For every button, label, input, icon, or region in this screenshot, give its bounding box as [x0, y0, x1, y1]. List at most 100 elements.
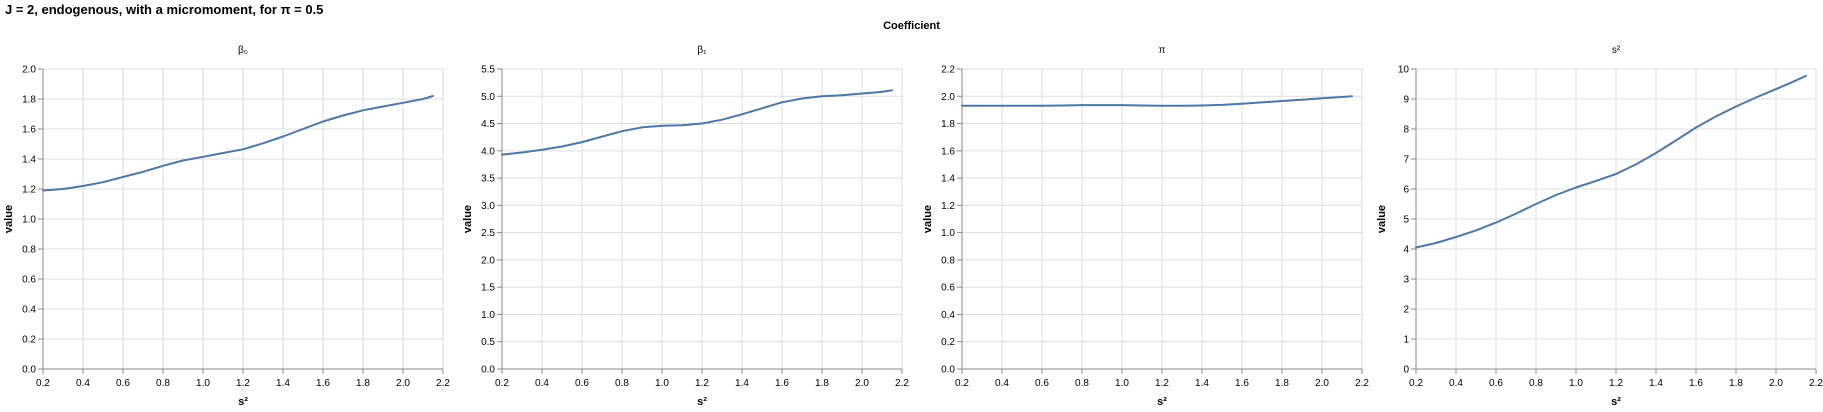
- y-tick-label: 0: [1403, 365, 1409, 376]
- y-tick-label: 3.0: [481, 201, 495, 212]
- y-tick-label: 2.0: [941, 92, 955, 103]
- y-tick-label: 7: [1403, 155, 1409, 166]
- x-tick-label: 1.0: [1115, 378, 1129, 389]
- y-axis-label: value: [922, 205, 934, 233]
- y-tick-label: 5.5: [481, 65, 495, 76]
- x-axis-label: s²: [1611, 396, 1621, 408]
- y-tick-label: 0.0: [941, 365, 955, 376]
- x-tick-label: 0.8: [1529, 378, 1543, 389]
- y-tick-label: 1.6: [941, 146, 955, 157]
- x-axis-label: s²: [697, 396, 707, 408]
- panel-4: 0.2 0.4 0.6 0.8 1.0 1.2 1.4 1.6 1.8 2.0 2.2 0 1 2 3 4 5 6…: [1376, 45, 1823, 408]
- x-tick-label: 0.2: [495, 378, 509, 389]
- x-tick-label: 1.8: [1275, 378, 1289, 389]
- panel-title: s²: [1612, 45, 1621, 56]
- y-tick-label: 0.5: [481, 337, 495, 348]
- y-tick-label: 0.2: [941, 337, 955, 348]
- x-tick-label: 0.8: [156, 378, 170, 389]
- x-tick-label: 0.4: [535, 378, 549, 389]
- y-tick-label: 5: [1403, 215, 1409, 226]
- x-tick-label: 2.2: [1355, 378, 1369, 389]
- x-tick-label: 2.0: [1769, 378, 1783, 389]
- y-tick-label: 1.0: [481, 310, 495, 321]
- x-tick-label: 0.4: [76, 378, 90, 389]
- y-tick-label: 10: [1398, 65, 1410, 76]
- y-axis-label: value: [1376, 205, 1388, 233]
- x-tick-label: 1.2: [1609, 378, 1623, 389]
- y-tick-label: 3.5: [481, 174, 495, 185]
- y-tick-label: 2.2: [941, 65, 955, 76]
- y-tick-label: 1.5: [481, 283, 495, 294]
- y-axis-label: value: [462, 205, 474, 233]
- y-tick-label: 0.4: [22, 305, 36, 316]
- y-tick-label: 1: [1403, 335, 1409, 346]
- series-line: [42, 95, 434, 192]
- x-tick-label: 1.6: [1689, 378, 1703, 389]
- x-tick-label: 1.4: [1195, 378, 1209, 389]
- x-tick-label: 1.2: [236, 378, 250, 389]
- chart-title: J = 2, endogenous, with a micromoment, f…: [5, 2, 324, 17]
- y-tick-label: 1.6: [22, 125, 36, 136]
- panel-3: 0.2 0.4 0.6 0.8 1.0 1.2 1.4 1.6 1.8 2.0 2.20.00.20…: [922, 45, 1369, 408]
- x-tick-label: 0.6: [1035, 378, 1049, 389]
- y-tick-label: 1.4: [941, 174, 955, 185]
- x-tick-label: 0.8: [1075, 378, 1089, 389]
- x-tick-label: 0.6: [116, 378, 130, 389]
- panel-title: β₁: [697, 45, 707, 56]
- y-tick-label: 4.5: [481, 119, 495, 130]
- y-tick-label: 0.0: [481, 365, 495, 376]
- y-tick-label: 1.4: [22, 155, 36, 166]
- y-tick-label: 2: [1403, 305, 1409, 316]
- y-tick-label: 1.2: [22, 185, 36, 196]
- y-tick-label: 8: [1403, 125, 1409, 136]
- x-tick-label: 1.4: [1649, 378, 1663, 389]
- x-axis-label: s²: [238, 396, 248, 408]
- y-tick-label: 0.6: [22, 275, 36, 286]
- x-tick-label: 1.8: [815, 378, 829, 389]
- x-tick-label: 1.0: [1569, 378, 1583, 389]
- x-tick-label: 0.6: [1489, 378, 1503, 389]
- panel-1: 0.2 0.4 0.6 0.8 1.0 1.2 1.4 1.6 1.8 2.0 2.20.00.20…: [3, 45, 450, 408]
- x-tick-label: 0.2: [955, 378, 969, 389]
- x-tick-label: 2.0: [1315, 378, 1329, 389]
- y-tick-label: 1.2: [941, 201, 955, 212]
- x-tick-label: 1.0: [196, 378, 210, 389]
- series-line: [961, 95, 1353, 107]
- y-tick-label: 0.6: [941, 283, 955, 294]
- y-tick-label: 1.8: [22, 95, 36, 106]
- x-tick-label: 0.2: [1409, 378, 1423, 389]
- y-tick-label: 2.0: [481, 255, 495, 266]
- y-tick-label: 0.8: [941, 255, 955, 266]
- x-tick-label: 1.6: [775, 378, 789, 389]
- facet-column-title: Coefficient: [883, 20, 940, 32]
- x-tick-label: 0.4: [1449, 378, 1463, 389]
- y-axis-label: value: [3, 205, 15, 233]
- x-tick-label: 1.6: [1235, 378, 1249, 389]
- x-tick-label: 1.4: [735, 378, 749, 389]
- x-tick-label: 1.2: [1155, 378, 1169, 389]
- y-tick-label: 5.0: [481, 92, 495, 103]
- x-tick-label: 1.2: [695, 378, 709, 389]
- y-tick-label: 1.0: [941, 228, 955, 239]
- x-tick-label: 2.2: [1809, 378, 1823, 389]
- y-tick-label: 3: [1403, 275, 1409, 286]
- x-tick-label: 1.8: [356, 378, 370, 389]
- panel-2: 0.2 0.4 0.6 0.8 1.0 1.2 1.4 1.6 1.8 2.0 2.2 0.0 0.5 1…: [462, 45, 909, 408]
- x-tick-label: 0.6: [575, 378, 589, 389]
- y-tick-label: 0.4: [941, 310, 955, 321]
- x-tick-label: 0.8: [615, 378, 629, 389]
- x-tick-label: 1.8: [1729, 378, 1743, 389]
- x-tick-label: 1.0: [655, 378, 669, 389]
- y-tick-label: 6: [1403, 185, 1409, 196]
- x-tick-label: 2.2: [436, 378, 450, 389]
- series-line: [501, 89, 893, 156]
- y-tick-label: 4.0: [481, 146, 495, 157]
- y-tick-label: 2.0: [22, 65, 36, 76]
- x-tick-label: 2.2: [895, 378, 909, 389]
- y-tick-label: 0.0: [22, 365, 36, 376]
- series-line: [1415, 74, 1807, 249]
- x-axis-label: s²: [1157, 396, 1167, 408]
- y-tick-label: 4: [1403, 245, 1409, 256]
- y-tick-label: 0.2: [22, 335, 36, 346]
